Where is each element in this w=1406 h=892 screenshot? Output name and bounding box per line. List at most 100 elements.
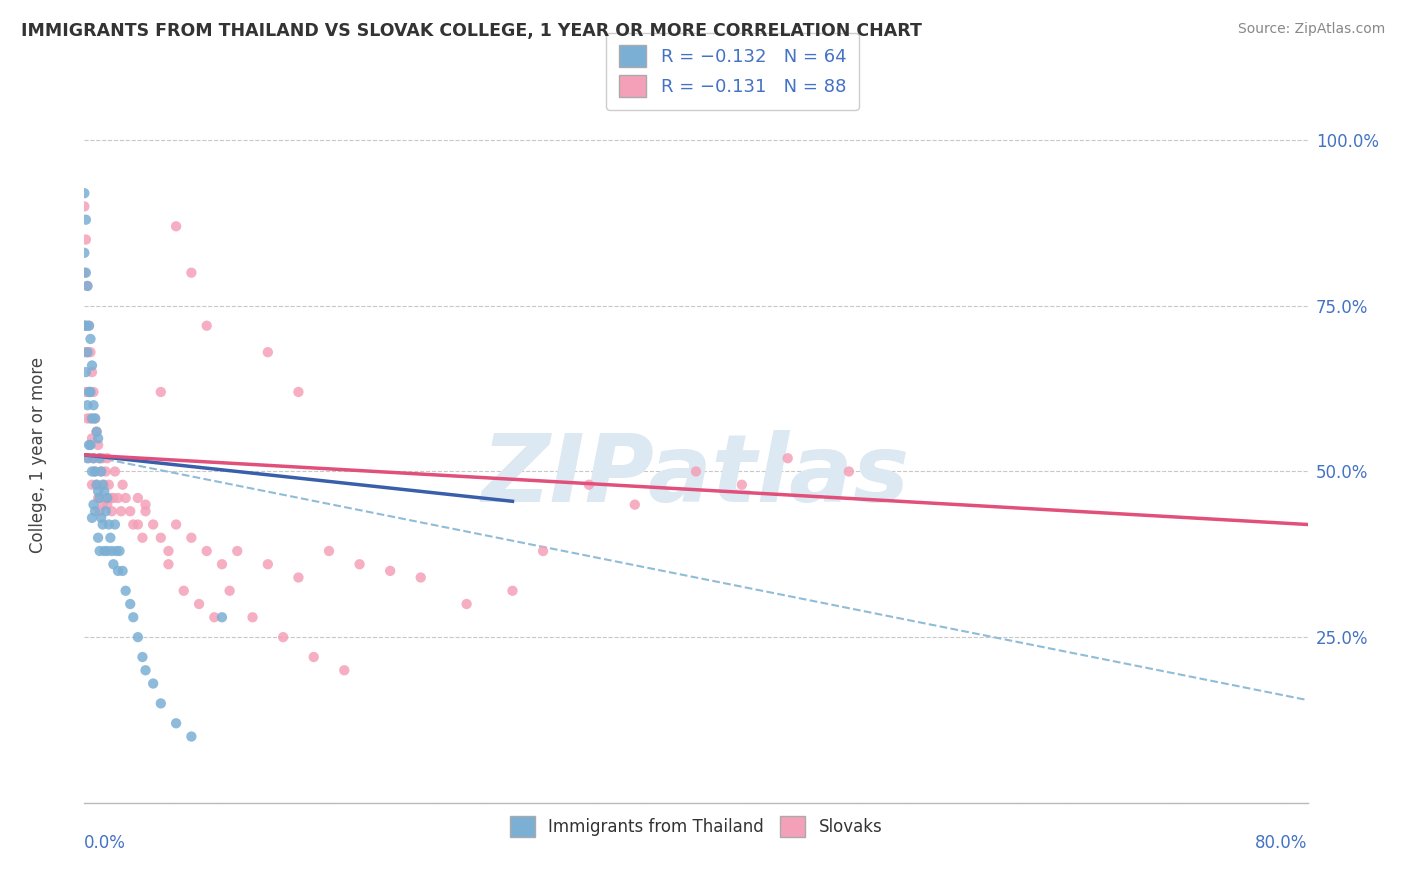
Point [73,186,96,201]
Point [127,491,149,505]
Point [96,544,118,558]
Point [83,451,105,466]
Point [257,558,280,572]
Point [77,438,100,452]
Point [165,716,187,731]
Point [110,504,132,518]
Point [380,564,402,578]
Point [90,511,112,525]
Point [180,266,202,280]
Point [107,564,129,578]
Point [87,438,110,452]
Point [89,451,111,466]
Point [409,570,432,584]
Point [89,544,111,558]
Point [838,465,860,479]
Legend: Immigrants from Thailand, Slovaks: Immigrants from Thailand, Slovaks [499,806,893,847]
Point [86,477,108,491]
Point [76,451,98,466]
Point [731,477,754,491]
Text: ZIPatlas: ZIPatlas [482,430,910,522]
Point [91,451,114,466]
Point [104,465,127,479]
Point [218,583,240,598]
Point [165,517,187,532]
Point [135,498,157,512]
Point [114,491,136,505]
Point [75,233,97,247]
Point [97,517,120,532]
Point [202,610,225,624]
Point [211,558,233,572]
Point [456,597,478,611]
Point [302,650,325,665]
Point [73,199,96,213]
Point [93,484,115,499]
Point [73,245,96,260]
Point [83,398,105,412]
Point [257,345,280,359]
Point [180,531,202,545]
Point [333,663,356,677]
Point [73,345,96,359]
Point [135,663,157,677]
Point [93,544,115,558]
Point [76,345,98,359]
Point [87,484,110,499]
Point [93,477,115,491]
Point [76,279,98,293]
Point [318,544,340,558]
Point [131,650,153,665]
Point [103,491,125,505]
Point [86,425,108,439]
Point [103,558,125,572]
Point [127,517,149,532]
Point [83,451,105,466]
Text: IMMIGRANTS FROM THAILAND VS SLOVAK COLLEGE, 1 YEAR OR MORE CORRELATION CHART: IMMIGRANTS FROM THAILAND VS SLOVAK COLLE… [21,22,922,40]
Point [624,498,647,512]
Point [84,465,107,479]
Point [79,438,101,452]
Point [114,583,136,598]
Point [111,564,134,578]
Point [157,558,180,572]
Point [776,451,799,466]
Point [80,511,103,525]
Point [195,318,218,333]
Point [84,411,107,425]
Point [75,365,97,379]
Point [242,610,264,624]
Point [111,477,134,491]
Point [77,384,100,399]
Point [91,477,114,491]
Point [349,558,371,572]
Point [79,345,101,359]
Point [226,544,249,558]
Point [76,398,98,412]
Point [101,504,124,518]
Point [80,431,103,445]
Point [75,318,97,333]
Point [287,384,309,399]
Point [101,544,124,558]
Point [149,531,172,545]
Point [96,451,118,466]
Point [97,477,120,491]
Point [80,359,103,373]
Point [188,597,211,611]
Point [80,465,103,479]
Point [83,498,105,512]
Point [77,451,100,466]
Point [502,583,524,598]
Point [173,583,195,598]
Point [211,610,233,624]
Point [120,597,142,611]
Point [76,345,98,359]
Point [75,318,97,333]
Point [96,491,118,505]
Point [80,365,103,379]
Point [98,531,121,545]
Point [165,219,187,234]
Text: 0.0%: 0.0% [84,834,127,852]
Point [73,266,96,280]
